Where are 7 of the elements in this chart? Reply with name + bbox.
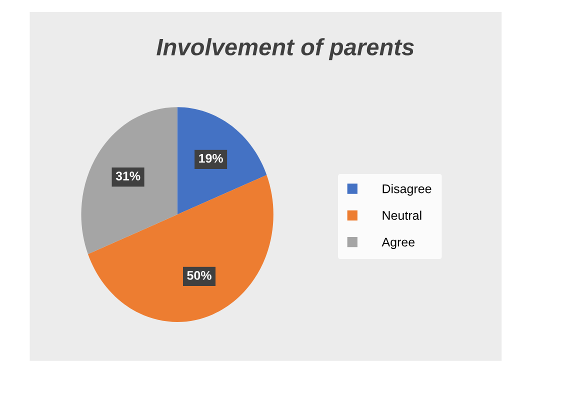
legend-label: Disagree (382, 184, 432, 196)
chart-title: Involvement of parents (156, 38, 414, 60)
legend-label: Agree (382, 238, 415, 250)
legend-label: Neutral (382, 210, 422, 220)
data-label: 31% (116, 172, 140, 180)
data-label: 50% (187, 270, 212, 280)
data-label: 19% (199, 154, 223, 163)
